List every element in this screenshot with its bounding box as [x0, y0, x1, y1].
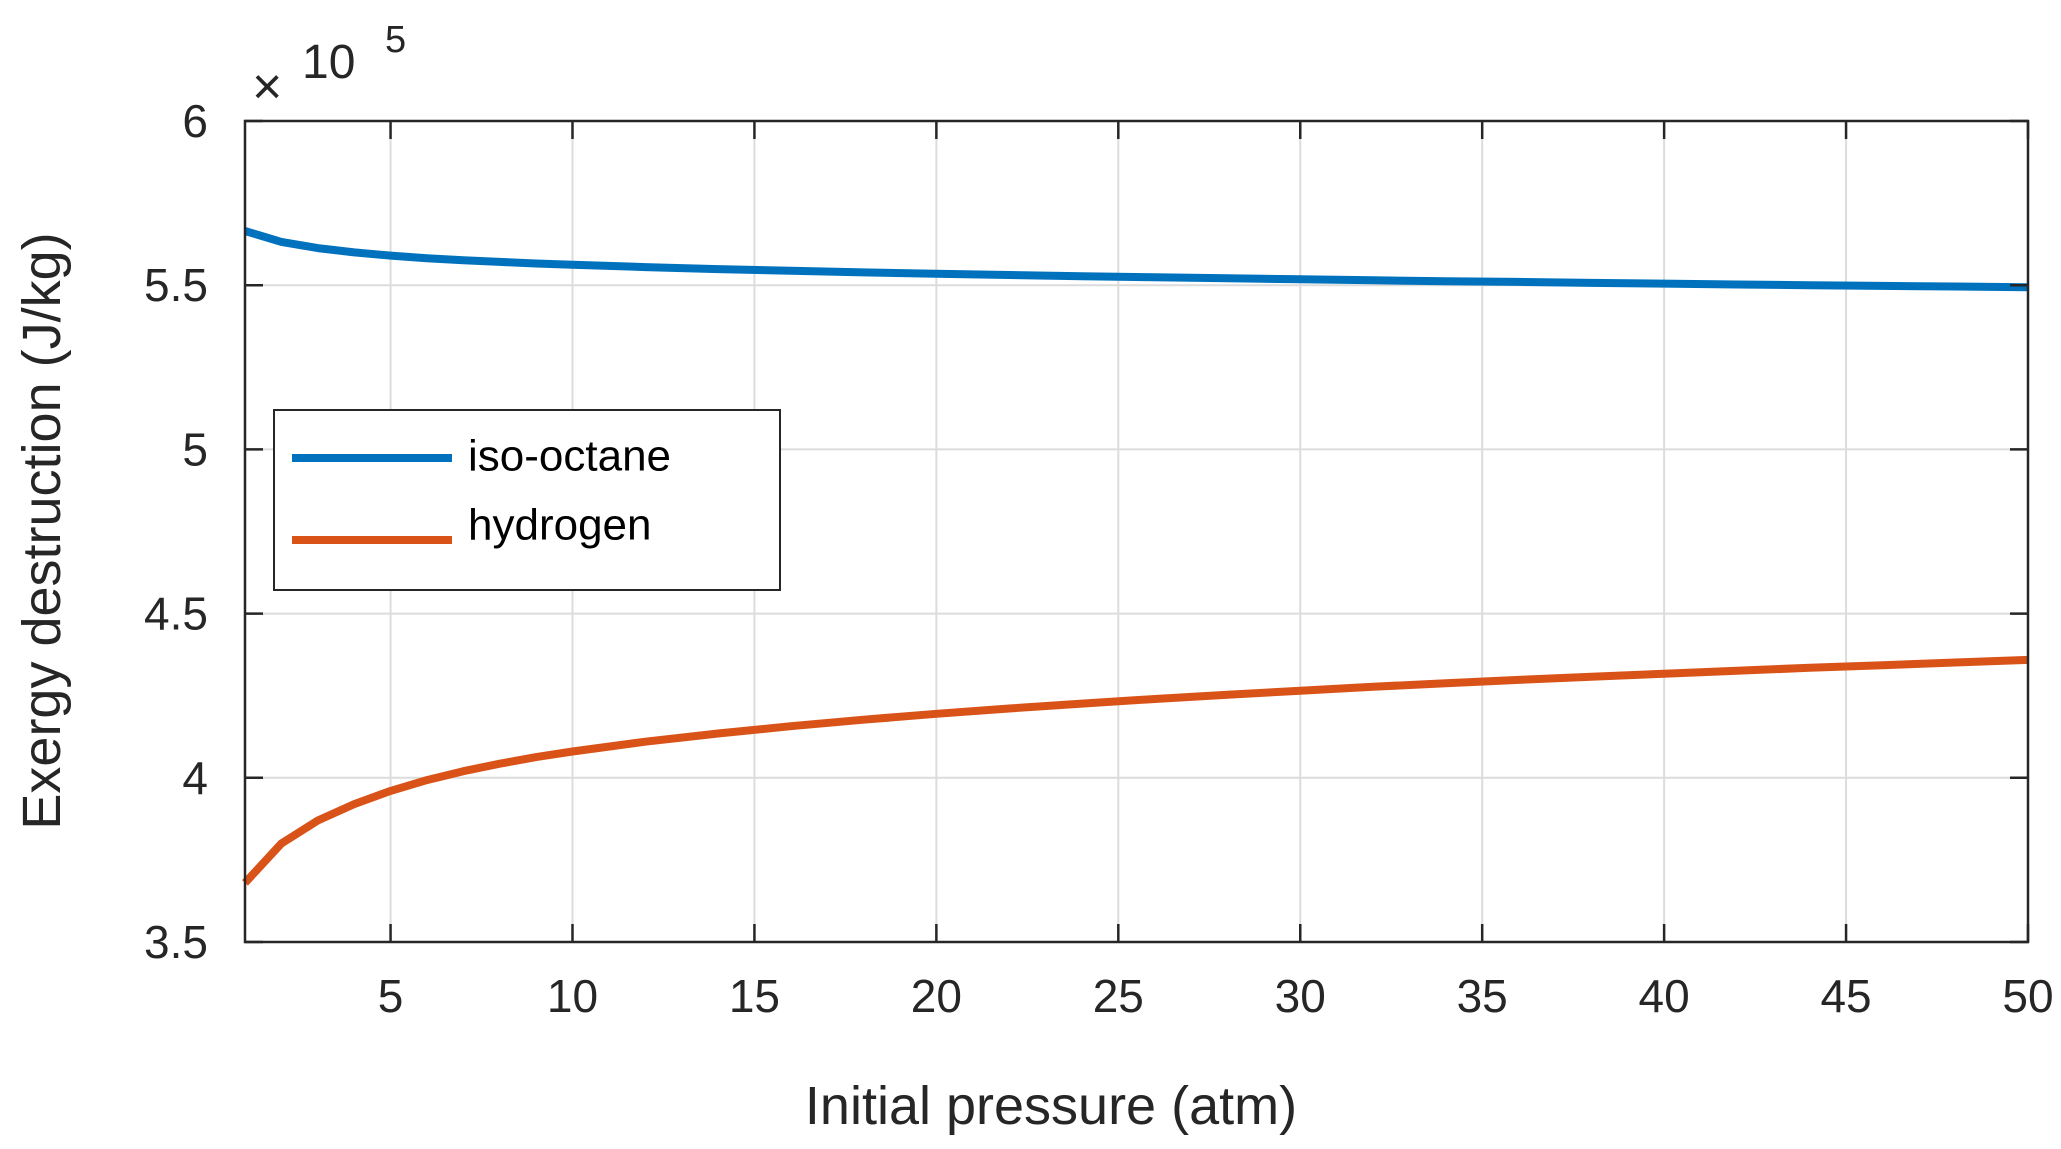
y-tick-labels: 3.5 4 4.5 5 5.5 6: [144, 95, 208, 968]
legend-label-hydrogen: hydrogen: [468, 501, 651, 550]
x-tick-label: 20: [911, 970, 962, 1022]
multiplier-symbol: ×: [252, 58, 282, 116]
y-tick-label: 3.5: [144, 916, 208, 968]
y-tick-label: 5: [182, 423, 208, 475]
x-tick-label: 50: [2002, 970, 2053, 1022]
x-tick-label: 45: [1820, 970, 1871, 1022]
legend-box: [273, 409, 781, 591]
y-axis-multiplier: × 10 5: [252, 19, 406, 116]
axis-ticks: [245, 119, 2030, 944]
y-tick-label: 5.5: [144, 259, 208, 311]
series-lines: [242, 227, 2029, 886]
x-tick-label: 25: [1093, 970, 1144, 1022]
multiplier-base: 10: [302, 36, 355, 89]
multiplier-exponent: 5: [385, 19, 406, 61]
x-tick-label: 15: [729, 970, 780, 1022]
y-axis-label: Exergy destruction (J/kg): [12, 232, 72, 829]
x-tick-label: 5: [378, 970, 404, 1022]
x-tick-label: 40: [1639, 970, 1690, 1022]
y-tick-label: 6: [182, 95, 208, 147]
legend: iso-octane hydrogen: [273, 409, 781, 591]
x-axis-label: Initial pressure (atm): [805, 1076, 1297, 1136]
legend-label-iso-octane: iso-octane: [468, 432, 671, 481]
series-line-hydrogen: [242, 655, 2029, 886]
y-tick-label: 4: [182, 752, 208, 804]
series-line-iso-octane: [243, 227, 2029, 292]
x-tick-labels: 5 10 15 20 25 30 35 40 45 50: [378, 970, 2054, 1022]
x-tick-label: 10: [547, 970, 598, 1022]
x-tick-label: 35: [1457, 970, 1508, 1022]
x-tick-label: 30: [1275, 970, 1326, 1022]
plot-frame: [243, 119, 2030, 944]
y-tick-label: 4.5: [144, 588, 208, 640]
